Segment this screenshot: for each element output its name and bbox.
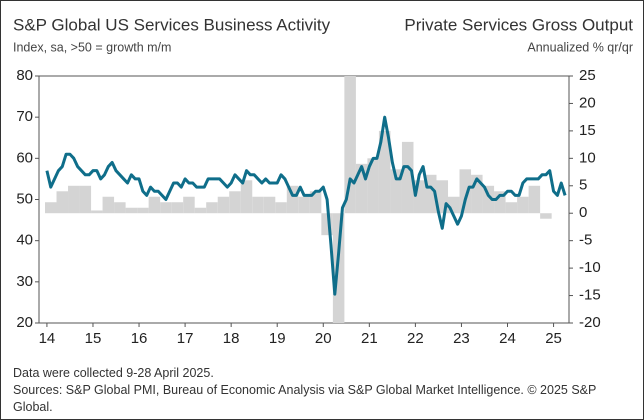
x-tick-label: 23 [453, 330, 470, 347]
x-tick-label: 20 [315, 330, 332, 347]
bar [505, 202, 518, 214]
y2-tick-label: 25 [579, 67, 596, 84]
y-tick-label: 80 [16, 67, 33, 84]
bar [217, 196, 230, 214]
footnote: Data were collected 9-28 April 2025. [13, 366, 214, 380]
bar [102, 196, 115, 214]
bar [252, 196, 264, 214]
y2-tick-label: 20 [579, 94, 596, 111]
bar [240, 180, 253, 214]
y-tick-label: 20 [16, 314, 33, 331]
x-tick-label: 24 [499, 330, 516, 347]
bar [424, 174, 437, 214]
chart: S&P Global US Services Business Activity… [13, 15, 633, 347]
x-tick-label: 18 [223, 330, 240, 347]
bar [482, 185, 495, 214]
bar [390, 169, 402, 214]
y2-tick-label: -10 [579, 259, 601, 276]
bar [494, 191, 506, 214]
y2-title: Private Services Gross Output [404, 15, 633, 34]
x-tick-label: 21 [361, 330, 378, 347]
y2-tick-label: 10 [579, 149, 596, 166]
x-tick-label: 25 [545, 330, 562, 347]
x-tick-label: 17 [177, 330, 194, 347]
bar [344, 76, 356, 214]
bar [367, 158, 379, 214]
bar [45, 202, 57, 214]
bar [321, 213, 333, 236]
bar [68, 185, 80, 214]
y2-tick-label: -20 [579, 314, 601, 331]
bar [194, 207, 207, 214]
chart-subtitle: Index, sa, >50 = growth m/m [13, 40, 171, 54]
bar [471, 174, 483, 214]
y-tick-label: 70 [16, 108, 33, 125]
bar [286, 185, 299, 214]
y2-tick-label: -15 [579, 287, 601, 304]
y2-subtitle: Annualized % qr/qr [527, 40, 633, 54]
footnotes: Data were collected 9-28 April 2025. Sou… [13, 365, 633, 416]
y2-tick-label: 0 [579, 204, 587, 221]
chart-title: S&P Global US Services Business Activity [13, 15, 331, 34]
y-tick-label: 40 [16, 232, 33, 249]
bar [517, 196, 529, 214]
line [45, 115, 567, 296]
bar [183, 196, 195, 214]
x-tick-label: 15 [85, 330, 102, 347]
bar [171, 202, 184, 214]
footnote: Sources: S&P Global PMI, Bureau of Econo… [13, 383, 597, 414]
bar [125, 207, 138, 214]
bar [137, 207, 149, 214]
bar [436, 180, 449, 214]
bar [206, 202, 218, 214]
bar [148, 196, 161, 214]
y2-tick-label: 15 [579, 122, 596, 139]
bar [160, 202, 172, 214]
y-tick-label: 30 [16, 273, 33, 290]
y2-tick-label: -5 [579, 232, 592, 249]
y-tick-label: 50 [16, 190, 33, 207]
bar [528, 185, 541, 214]
bar [56, 191, 69, 214]
x-tick-label: 16 [131, 330, 148, 347]
bar [263, 196, 276, 214]
bar [413, 180, 425, 214]
bar [298, 196, 310, 214]
y-tick-label: 60 [16, 149, 33, 166]
bar [79, 185, 92, 214]
bar [401, 141, 414, 214]
x-tick-label: 19 [269, 330, 286, 347]
bar [378, 130, 391, 214]
x-tick-label: 14 [39, 330, 56, 347]
bar [309, 191, 322, 214]
bar [540, 213, 552, 219]
bar [91, 210, 103, 214]
bar [229, 191, 241, 214]
bar [448, 196, 460, 214]
bar [275, 202, 287, 214]
x-tick-label: 22 [407, 330, 424, 347]
bar [355, 163, 368, 214]
bar [459, 169, 472, 214]
y2-tick-label: 5 [579, 177, 587, 194]
bar [114, 202, 126, 214]
